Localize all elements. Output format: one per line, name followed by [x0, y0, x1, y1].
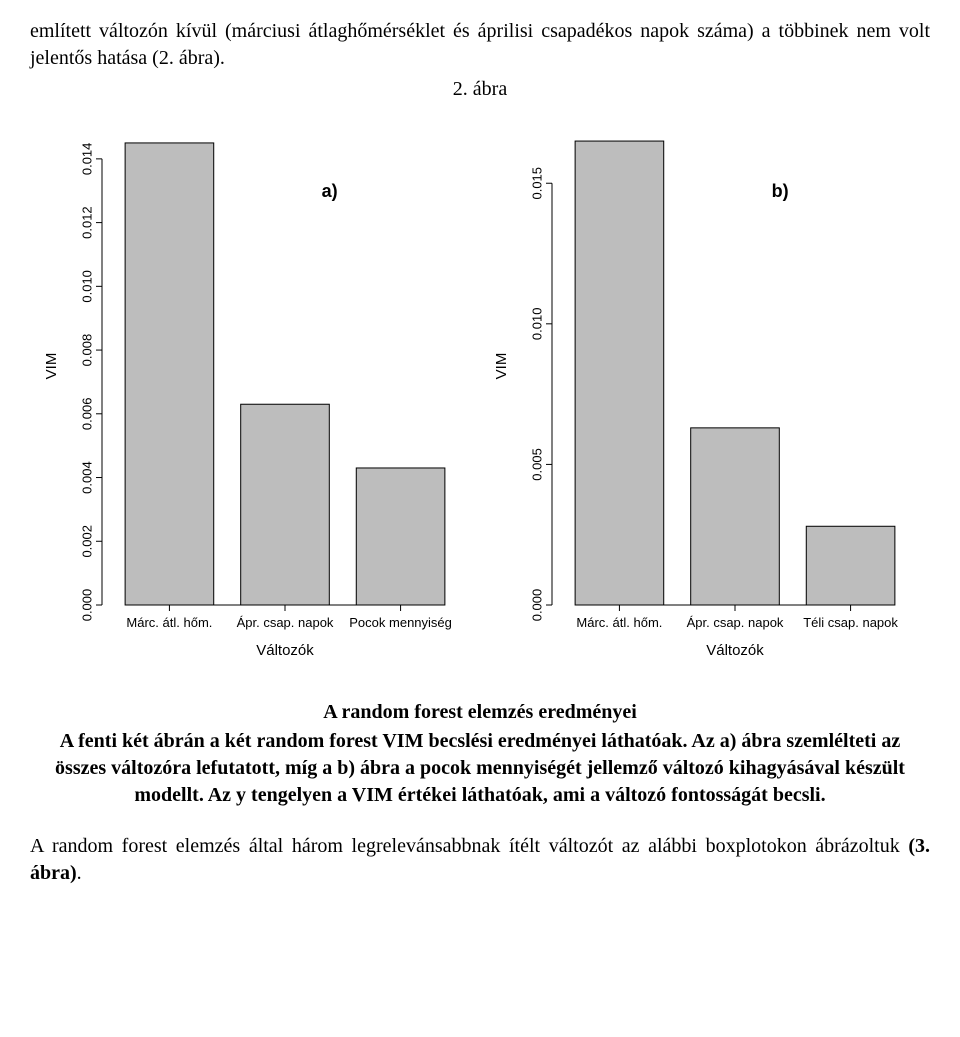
svg-text:0.012: 0.012: [79, 206, 94, 239]
chart-b-panel: 0.000 0.005 0.010 0.015 VIM Márc. átl. hőm. Áp…: [480, 115, 930, 675]
closing-text-1: A random forest elemzés által három legr…: [30, 835, 908, 857]
svg-text:Változók: Változók: [256, 642, 314, 659]
charts-container: 0.000 0.002 0.004 0.006 0.008 0.010 0.012 0.014…: [30, 115, 930, 675]
svg-text:VIM: VIM: [493, 353, 510, 380]
svg-text:0.004: 0.004: [79, 461, 94, 494]
chart-a-panel: 0.000 0.002 0.004 0.006 0.008 0.010 0.012 0.014…: [30, 115, 480, 675]
closing-text-2: .: [77, 862, 82, 884]
svg-text:Pocok mennyiség: Pocok mennyiség: [349, 615, 452, 630]
chart-b-svg: 0.000 0.005 0.010 0.015 VIM Márc. átl. hőm. Áp…: [480, 115, 930, 675]
svg-text:0.000: 0.000: [79, 589, 94, 622]
svg-text:0.006: 0.006: [79, 398, 94, 431]
svg-text:0.010: 0.010: [79, 270, 94, 303]
svg-text:0.015: 0.015: [529, 167, 544, 200]
svg-text:0.010: 0.010: [529, 308, 544, 341]
svg-text:Márc. átl. hőm.: Márc. átl. hőm.: [126, 615, 212, 630]
svg-text:0.008: 0.008: [79, 334, 94, 367]
svg-text:a): a): [322, 181, 338, 201]
svg-text:0.005: 0.005: [529, 448, 544, 481]
figure-label: 2. ábra: [30, 78, 930, 101]
chart-a-svg: 0.000 0.002 0.004 0.006 0.008 0.010 0.012 0.014…: [30, 115, 480, 675]
svg-text:0.000: 0.000: [529, 589, 544, 622]
svg-text:Ápr. csap. napok: Ápr. csap. napok: [237, 615, 334, 630]
svg-text:0.002: 0.002: [79, 525, 94, 558]
caption-body: A fenti két ábrán a két random forest VI…: [55, 730, 905, 806]
svg-text:Változók: Változók: [706, 642, 764, 659]
svg-text:Ápr. csap. napok: Ápr. csap. napok: [687, 615, 784, 630]
intro-paragraph: említett változón kívül (márciusi átlagh…: [30, 18, 930, 72]
closing-paragraph: A random forest elemzés által három legr…: [30, 833, 930, 887]
figure-caption: A random forest elemzés eredményei A fen…: [50, 699, 910, 809]
svg-text:0.014: 0.014: [79, 143, 94, 176]
svg-text:Téli csap. napok: Téli csap. napok: [803, 615, 898, 630]
svg-text:Márc. átl. hőm.: Márc. átl. hőm.: [576, 615, 662, 630]
svg-text:VIM: VIM: [43, 353, 60, 380]
caption-title: A random forest elemzés eredményei: [50, 699, 910, 726]
svg-text:b): b): [772, 181, 789, 201]
